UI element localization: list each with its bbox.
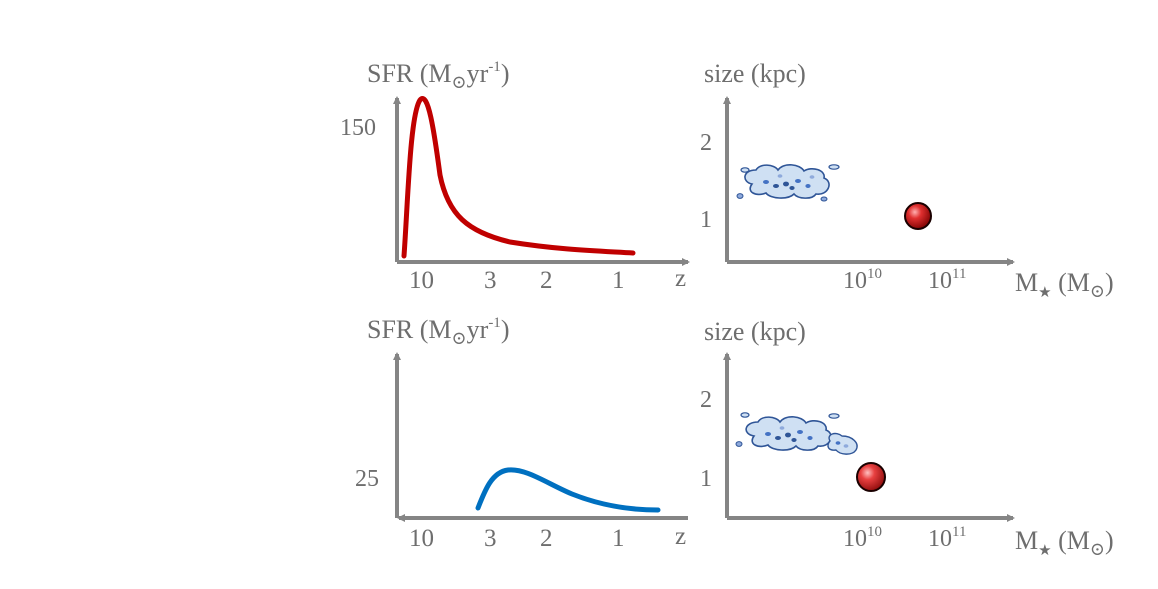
y-tick-label: 25 bbox=[355, 466, 379, 492]
x-tick-label: 10 bbox=[409, 267, 434, 294]
panel-bottom-left-sfr: SFR (M⊙yr-1) 25 10 3 2 1 z bbox=[355, 315, 688, 552]
x-tick-label: 2 bbox=[540, 525, 553, 552]
x-tick-label: 1010 bbox=[843, 266, 882, 294]
y-axis-title: SFR (M⊙yr-1) bbox=[367, 315, 509, 348]
y-axis-title: size (kpc) bbox=[704, 59, 806, 88]
y-axis-title: SFR (M⊙yr-1) bbox=[367, 59, 509, 92]
x-tick-label: 1011 bbox=[928, 266, 966, 294]
x-axis-title: M★ (M⊙) bbox=[1015, 268, 1114, 301]
x-axis-title: z bbox=[675, 265, 686, 292]
x-axis-title: M★ (M⊙) bbox=[1015, 526, 1114, 559]
y-axis-title: size (kpc) bbox=[704, 317, 806, 346]
x-tick-label: 2 bbox=[540, 267, 553, 294]
x-axis-title: z bbox=[675, 523, 686, 550]
panel-top-left-sfr: SFR (M⊙yr-1) 150 10 3 2 1 z bbox=[340, 59, 690, 294]
y-tick-label: 1 bbox=[700, 207, 712, 233]
x-tick-label: 1010 bbox=[843, 524, 882, 552]
panel-bottom-right-size: size (kpc) 2 1 1010 1011 M★ (M⊙) bbox=[700, 317, 1114, 559]
y-tick-label: 150 bbox=[340, 115, 376, 141]
x-tick-label: 10 bbox=[409, 525, 434, 552]
x-tick-label: 3 bbox=[484, 525, 497, 552]
panel-top-right-size: size (kpc) 2 1 1010 1011 M★ (M⊙) bbox=[700, 59, 1114, 301]
y-tick-label: 2 bbox=[700, 387, 712, 413]
y-tick-label: 1 bbox=[700, 466, 712, 492]
sfr-curve-red bbox=[401, 95, 636, 259]
clumpy-galaxy-cloud bbox=[736, 164, 840, 202]
compact-galaxy-sphere bbox=[904, 202, 932, 230]
clumpy-galaxy-cloud bbox=[735, 412, 858, 455]
x-tick-label: 1 bbox=[612, 525, 625, 552]
x-tick-label: 1011 bbox=[928, 524, 966, 552]
y-tick-label: 2 bbox=[700, 130, 712, 156]
x-tick-label: 1 bbox=[612, 267, 625, 294]
compact-galaxy-sphere bbox=[856, 462, 886, 492]
sfr-curve-blue bbox=[475, 467, 661, 513]
x-tick-label: 3 bbox=[484, 267, 497, 294]
